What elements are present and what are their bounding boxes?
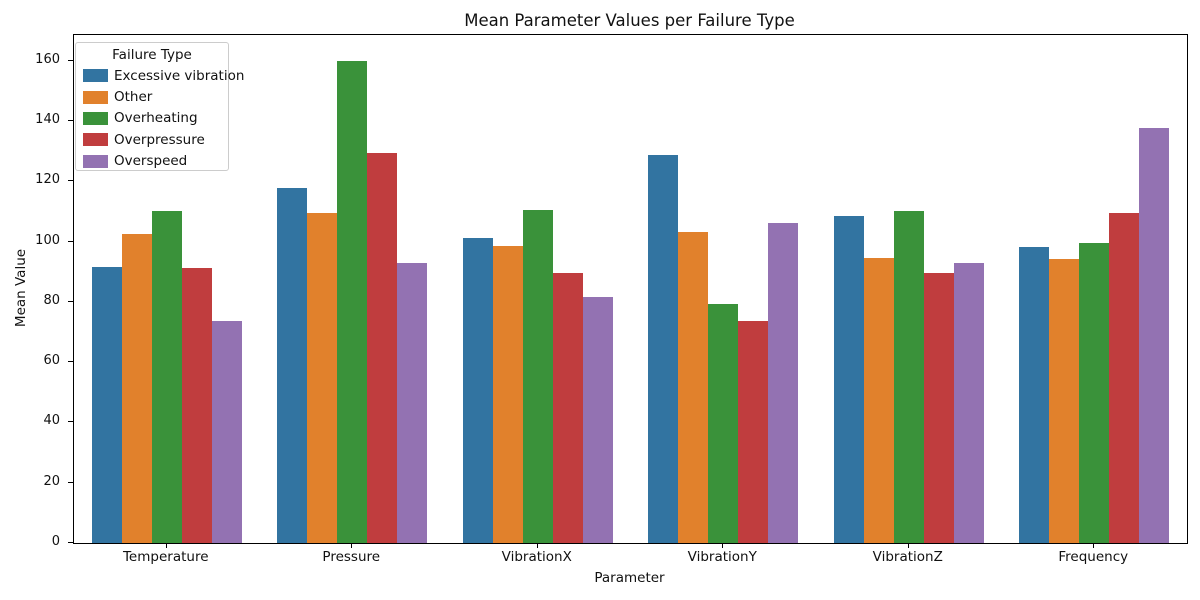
bar-vibrationx-other	[492, 246, 523, 543]
legend-item-overheating: Overheating	[76, 108, 228, 129]
bar-temperature-other	[121, 233, 152, 543]
y-tick-mark-100	[68, 240, 73, 242]
legend-item-overspeed: Overspeed	[76, 151, 228, 172]
bar-pressure-excessive-vibration	[277, 188, 308, 543]
bar-vibrationy-overpressure	[738, 320, 769, 543]
y-tick-label-40: 40	[43, 413, 60, 429]
bar-vibrationy-overheating	[708, 304, 739, 543]
legend-item-overpressure: Overpressure	[76, 129, 228, 150]
y-tick-label-160: 160	[35, 51, 60, 67]
x-tick-mark-temperature	[165, 543, 167, 548]
legend-label-overpressure: Overpressure	[114, 131, 205, 148]
bar-temperature-overheating	[151, 211, 182, 543]
bar-frequency-overheating	[1079, 243, 1110, 543]
chart-title: Mean Parameter Values per Failure Type	[464, 11, 795, 30]
bar-vibrationz-excessive-vibration	[833, 215, 864, 543]
bar-frequency-overpressure	[1109, 213, 1140, 543]
legend-label-overheating: Overheating	[114, 110, 198, 127]
y-tick-mark-0	[68, 542, 73, 543]
x-tick-label-pressure: Pressure	[322, 549, 381, 565]
legend-swatch-other	[83, 90, 108, 104]
legend-swatch-overpressure	[83, 133, 108, 147]
bar-frequency-excessive-vibration	[1019, 246, 1050, 543]
y-tick-mark-80	[68, 300, 73, 302]
x-tick-mark-vibrationy	[722, 543, 724, 548]
legend: Failure Type Excessive vibration Other Ove…	[75, 42, 244, 172]
bar-pressure-overspeed	[397, 263, 428, 543]
bar-pressure-other	[307, 212, 338, 543]
x-tick-mark-vibrationx	[536, 543, 538, 548]
bar-temperature-overpressure	[181, 268, 212, 543]
y-tick-mark-120	[68, 180, 73, 182]
bar-temperature-overspeed	[211, 320, 242, 543]
bar-frequency-overspeed	[1139, 127, 1170, 543]
bar-vibrationz-overheating	[893, 210, 924, 543]
bar-pressure-overpressure	[367, 153, 398, 543]
y-axis-label: Mean Value	[13, 248, 29, 328]
bar-vibrationy-overspeed	[768, 222, 799, 543]
y-tick-label-0: 0	[51, 534, 60, 549]
y-tick-label-80: 80	[43, 292, 60, 308]
legend-swatch-overspeed	[83, 154, 108, 168]
x-axis-label: Parameter	[594, 570, 665, 586]
legend-swatch-excessive-vibration	[83, 69, 108, 83]
x-tick-label-vibrationx: VibrationX	[501, 549, 572, 565]
y-tick-mark-160	[68, 59, 73, 61]
bar-temperature-excessive-vibration	[91, 267, 122, 543]
legend-swatch-overheating	[83, 111, 108, 125]
y-tick-mark-140	[68, 119, 73, 121]
bar-vibrationx-overpressure	[552, 273, 583, 543]
legend-rows: Excessive vibration Other Overheating Overp…	[76, 65, 244, 172]
x-tick-label-vibrationy: VibrationY	[687, 549, 757, 565]
x-tick-label-temperature: Temperature	[122, 549, 209, 565]
x-tick-mark-pressure	[351, 543, 353, 548]
bar-vibrationx-overheating	[522, 209, 553, 543]
y-tick-label-100: 100	[35, 232, 60, 248]
bar-pressure-overheating	[337, 60, 368, 543]
legend-label-other: Other	[114, 89, 153, 106]
y-tick-label-60: 60	[43, 353, 60, 369]
x-tick-mark-vibrationz	[907, 543, 909, 548]
x-tick-label-vibrationz: VibrationZ	[872, 549, 943, 565]
y-tick-label-140: 140	[35, 111, 60, 127]
bar-frequency-other	[1049, 259, 1080, 543]
bar-vibrationz-overspeed	[953, 263, 984, 543]
bar-vibrationz-other	[863, 257, 894, 543]
y-tick-label-120: 120	[35, 172, 60, 188]
x-tick-label-frequency: Frequency	[1058, 549, 1129, 565]
bar-vibrationx-excessive-vibration	[462, 237, 493, 543]
legend-item-other: Other	[76, 86, 228, 107]
x-tick-mark-frequency	[1093, 543, 1095, 548]
y-tick-mark-40	[68, 421, 73, 423]
y-tick-mark-20	[68, 481, 73, 483]
bar-vibrationx-overspeed	[582, 297, 613, 543]
legend-label-excessive-vibration: Excessive vibration	[114, 67, 245, 84]
bar-vibrationz-overpressure	[923, 272, 954, 543]
y-tick-mark-60	[68, 361, 73, 363]
y-tick-label-20: 20	[43, 473, 60, 489]
bar-vibrationy-excessive-vibration	[648, 155, 679, 543]
legend-label-overspeed: Overspeed	[114, 153, 188, 170]
legend-item-excessive-vibration: Excessive vibration	[76, 65, 244, 86]
plot-area	[73, 34, 1188, 544]
bar-vibrationy-other	[678, 232, 709, 543]
legend-title: Failure Type	[112, 47, 192, 63]
